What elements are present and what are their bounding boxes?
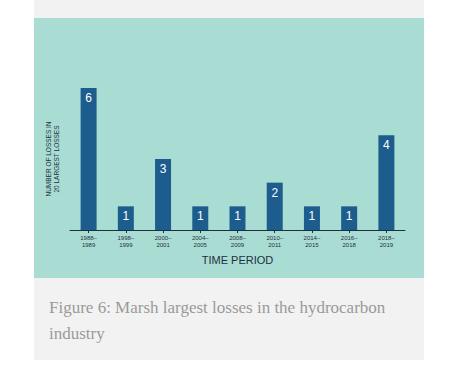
svg-text:1: 1 [309, 209, 316, 223]
svg-text:6: 6 [85, 91, 92, 105]
svg-text:2004–: 2004– [192, 235, 209, 241]
svg-text:2001: 2001 [156, 242, 170, 248]
svg-text:2010–: 2010– [266, 235, 283, 241]
svg-text:2011: 2011 [268, 242, 282, 248]
svg-text:1: 1 [122, 209, 129, 223]
svg-text:4: 4 [383, 138, 390, 152]
svg-text:2016–: 2016– [341, 235, 358, 241]
svg-text:2015: 2015 [305, 242, 319, 248]
svg-text:20 LARGEST LOSSES: 20 LARGEST LOSSES [53, 125, 60, 193]
svg-text:TIME PERIOD: TIME PERIOD [202, 254, 274, 266]
svg-text:2009: 2009 [231, 242, 245, 248]
svg-text:2018: 2018 [342, 242, 356, 248]
svg-text:1998–: 1998– [117, 235, 134, 241]
svg-text:2018–: 2018– [378, 235, 395, 241]
svg-text:1: 1 [197, 209, 204, 223]
svg-text:1: 1 [234, 209, 241, 223]
svg-text:3: 3 [160, 162, 167, 176]
svg-text:Figure 6: Marsh largest losses: Figure 6: Marsh largest losses in the hy… [49, 298, 390, 317]
svg-text:2005: 2005 [194, 242, 208, 248]
svg-text:2000–: 2000– [155, 235, 172, 241]
svg-text:2014–: 2014– [304, 235, 321, 241]
svg-text:2019: 2019 [380, 242, 394, 248]
svg-text:2008–: 2008– [229, 235, 246, 241]
svg-text:NUMBER OF LOSSES IN: NUMBER OF LOSSES IN [45, 121, 52, 196]
svg-text:1989: 1989 [82, 242, 96, 248]
svg-text:2: 2 [271, 186, 278, 200]
svg-text:industry: industry [49, 324, 105, 343]
svg-text:1988–: 1988– [80, 235, 97, 241]
svg-text:1: 1 [346, 209, 353, 223]
svg-text:1999: 1999 [119, 242, 133, 248]
